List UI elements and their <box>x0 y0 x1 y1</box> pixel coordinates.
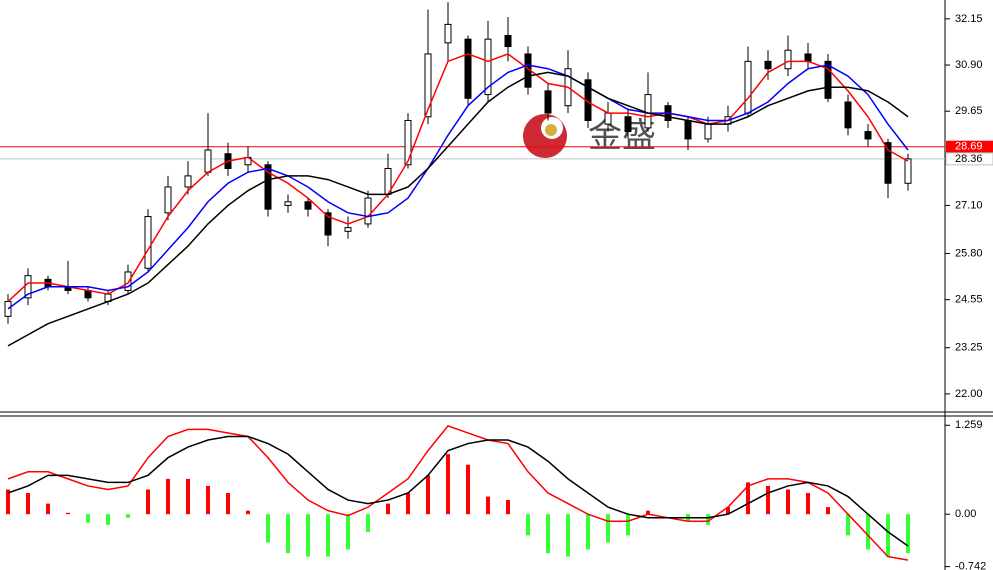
price-label: 28.69 <box>955 141 983 153</box>
y-tick-label: 29.65 <box>955 105 983 117</box>
candle-body <box>144 216 152 269</box>
candle-body <box>864 131 872 140</box>
y-tick-label: 0.00 <box>955 508 976 520</box>
histogram-bar <box>66 512 70 515</box>
histogram-bar <box>26 493 30 515</box>
candle-body <box>704 123 712 140</box>
candle-body <box>844 101 852 129</box>
y-tick-label: -0.742 <box>955 561 986 570</box>
histogram-bar <box>746 482 750 515</box>
histogram-bar <box>526 514 530 536</box>
candle-body <box>184 175 192 188</box>
watermark-logo <box>523 114 567 158</box>
histogram-bar <box>106 514 110 525</box>
histogram-bar <box>546 514 550 554</box>
candle-body <box>744 60 752 114</box>
candle-body <box>624 116 632 133</box>
histogram-bar <box>206 485 210 515</box>
candle-body <box>364 197 372 225</box>
candle-body <box>804 53 812 62</box>
histogram-bar <box>266 514 270 543</box>
histogram-bar <box>906 514 910 554</box>
candle-body <box>404 119 412 166</box>
candle-body <box>204 149 212 173</box>
histogram-bar <box>346 514 350 550</box>
histogram-bar <box>706 514 710 525</box>
histogram-bar <box>446 454 450 515</box>
line-series <box>7 425 909 561</box>
histogram-bar <box>326 514 330 557</box>
histogram-bar <box>46 503 50 515</box>
histogram-bar <box>186 478 190 515</box>
line-series <box>7 71 909 347</box>
histogram-bar <box>566 514 570 557</box>
histogram-bar <box>886 514 890 557</box>
candle-body <box>264 164 272 210</box>
y-tick-label: 30.90 <box>955 59 983 71</box>
histogram-bar <box>386 503 390 515</box>
histogram-bar <box>786 489 790 515</box>
histogram-bar <box>226 493 230 515</box>
candle-body <box>544 90 552 114</box>
candle-body <box>424 53 432 118</box>
histogram-bar <box>846 514 850 536</box>
candle-body <box>324 212 332 236</box>
histogram-bar <box>126 514 130 518</box>
candle-body <box>504 34 512 48</box>
histogram-bar <box>246 510 250 515</box>
line-series <box>7 435 909 547</box>
candle-body <box>444 23 452 44</box>
candle-body <box>764 60 772 70</box>
histogram-bar <box>466 464 470 515</box>
price-label-box <box>946 140 993 153</box>
candle-body <box>124 271 132 291</box>
histogram-bar <box>626 514 630 536</box>
y-tick-label: 32.15 <box>955 13 983 25</box>
y-tick-label: 25.80 <box>955 247 983 259</box>
candle-body <box>824 60 832 99</box>
histogram-bar <box>766 485 770 515</box>
histogram-bar <box>586 514 590 550</box>
histogram-bar <box>306 514 310 557</box>
histogram-bar <box>606 514 610 543</box>
histogram-bar <box>86 514 90 523</box>
candle-body <box>164 186 172 214</box>
histogram-bar <box>146 489 150 515</box>
histogram-bar <box>826 507 830 515</box>
histogram-bar <box>646 510 650 515</box>
histogram-bar <box>366 514 370 532</box>
candle-body <box>904 158 912 184</box>
histogram-bar <box>486 496 490 515</box>
line-series <box>7 64 909 310</box>
last-price-box <box>945 152 993 166</box>
candle-body <box>484 38 492 96</box>
y-tick-label: 23.25 <box>955 342 983 354</box>
histogram-bar <box>6 489 10 515</box>
candle-body <box>464 38 472 99</box>
candle-body <box>344 227 352 232</box>
candle-body <box>684 119 692 140</box>
histogram-bar <box>406 493 410 515</box>
histogram-bar <box>506 500 510 515</box>
histogram-bar <box>806 493 810 515</box>
y-tick-label: 22.00 <box>955 388 983 400</box>
histogram-bar <box>726 507 730 515</box>
histogram-bar <box>426 475 430 515</box>
candle-body <box>304 201 312 210</box>
candle-body <box>604 112 612 125</box>
candle-body <box>284 201 292 206</box>
y-tick-label: 27.10 <box>955 199 983 211</box>
last-price-label: 28.36 <box>955 153 983 165</box>
y-tick-label: 1.259 <box>955 419 983 431</box>
y-tick-label: 24.55 <box>955 294 983 306</box>
candle-body <box>784 49 792 70</box>
histogram-bar <box>286 514 290 554</box>
histogram-bar <box>866 514 870 550</box>
histogram-bar <box>166 478 170 515</box>
line-series <box>7 53 909 303</box>
candle-body <box>644 94 652 129</box>
candle-body <box>884 142 892 184</box>
